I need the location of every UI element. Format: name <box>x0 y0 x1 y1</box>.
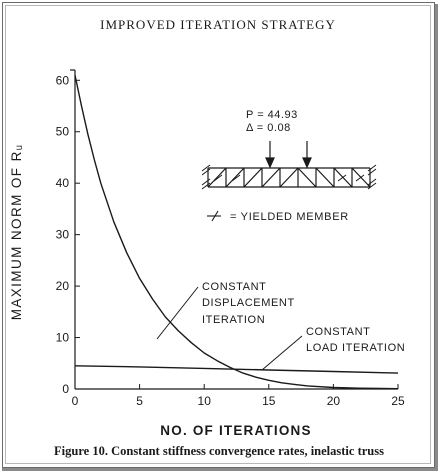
y-tick-label: 40 <box>56 176 70 190</box>
truss-web <box>207 167 371 188</box>
series-label-displacement: CONSTANT DISPLACEMENT ITERATION <box>202 281 295 326</box>
y-tick-label: 50 <box>56 125 70 139</box>
x-tick-label: 0 <box>72 394 79 408</box>
yielded-member-label: = YIELDED MEMBER <box>230 211 349 223</box>
series-leader-load <box>261 335 303 371</box>
y-tick-label: 10 <box>56 331 70 345</box>
series-label-load: CONSTANT LOAD ITERATION <box>306 326 405 354</box>
series-label-displacement-line3: ITERATION <box>202 314 265 326</box>
yielded-member-symbol <box>207 210 221 222</box>
series-label-load-line1: CONSTANT <box>306 326 370 338</box>
x-axis-label: NO. OF ITERATIONS <box>160 423 311 438</box>
series-label-load-line2: LOAD ITERATION <box>306 342 405 354</box>
y-tick-label: 30 <box>56 228 70 242</box>
x-tick-label: 20 <box>327 394 341 408</box>
truss-diagonal <box>225 167 245 188</box>
series-label-displacement-line2: DISPLACEMENT <box>202 297 295 309</box>
series-layer <box>74 74 399 390</box>
x-tick-label: 15 <box>262 394 276 408</box>
x-tick-label: 5 <box>136 394 143 408</box>
x-tick-label: 10 <box>198 394 212 408</box>
truss-diagonal <box>261 167 281 188</box>
truss-diagonal <box>243 167 263 188</box>
truss-diagonal <box>279 167 299 188</box>
truss-diagram <box>201 141 377 190</box>
displacement-annotation: Δ = 0.08 <box>246 122 291 134</box>
series-leader-displacement <box>156 286 199 340</box>
load-arrows <box>265 141 312 169</box>
series-line-displacement <box>74 74 399 390</box>
y-tick-label: 20 <box>56 279 70 293</box>
figure-title: IMPROVED ITERATION STRATEGY <box>100 17 336 32</box>
figure-frame-outer <box>2 2 435 468</box>
y-tick-label: 0 <box>62 382 69 396</box>
truss-diagonal <box>297 167 317 188</box>
series-line-load <box>74 365 399 374</box>
truss-supports <box>201 164 377 190</box>
figure-caption: Figure 10. Constant stiffness convergenc… <box>54 444 384 458</box>
y-axis-label: MAXIMUM NORM OF Rᵤ <box>9 144 24 321</box>
frame-shadow-bottom <box>2 468 437 471</box>
frame-shadow-right <box>435 4 438 471</box>
truss-diagonal <box>315 167 335 188</box>
x-tick-label: 25 <box>391 394 405 408</box>
yielded-member-marks <box>213 174 365 182</box>
axis-ticks: 0 5 10 15 20 25 0 10 20 30 40 50 60 <box>56 73 405 408</box>
series-label-displacement-line1: CONSTANT <box>202 281 266 293</box>
figure-frame-inner <box>5 5 431 464</box>
plot-axes <box>70 69 398 390</box>
y-tick-label: 60 <box>56 73 70 87</box>
load-annotation: P = 44.93 <box>246 109 298 121</box>
truss-diagonal <box>207 167 227 188</box>
